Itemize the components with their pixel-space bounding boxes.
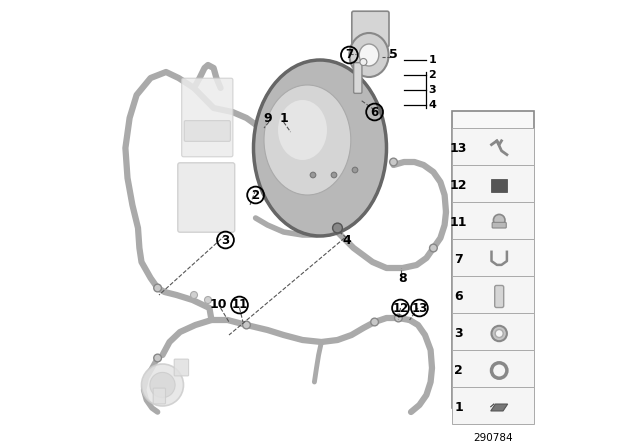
Text: 11: 11 bbox=[232, 298, 248, 311]
Circle shape bbox=[310, 172, 316, 178]
Text: 290784: 290784 bbox=[473, 433, 513, 443]
Text: 2: 2 bbox=[454, 364, 463, 377]
Text: 1: 1 bbox=[279, 112, 288, 125]
Polygon shape bbox=[491, 404, 508, 411]
FancyBboxPatch shape bbox=[452, 387, 534, 424]
Text: 8: 8 bbox=[398, 271, 407, 284]
Text: 6: 6 bbox=[454, 290, 463, 303]
Circle shape bbox=[154, 354, 161, 362]
Text: 2: 2 bbox=[429, 70, 436, 80]
Text: 12: 12 bbox=[392, 302, 408, 314]
FancyBboxPatch shape bbox=[452, 276, 534, 313]
Text: 3: 3 bbox=[429, 85, 436, 95]
Text: 2: 2 bbox=[252, 189, 260, 202]
Ellipse shape bbox=[278, 100, 327, 160]
Ellipse shape bbox=[253, 60, 387, 236]
Circle shape bbox=[493, 215, 505, 226]
Circle shape bbox=[429, 244, 437, 252]
Text: 4: 4 bbox=[342, 233, 351, 246]
Text: 7: 7 bbox=[454, 253, 463, 266]
Circle shape bbox=[243, 321, 250, 329]
Circle shape bbox=[352, 167, 358, 173]
FancyBboxPatch shape bbox=[452, 202, 534, 239]
FancyBboxPatch shape bbox=[491, 179, 508, 192]
Text: 1: 1 bbox=[454, 401, 463, 414]
Circle shape bbox=[492, 326, 507, 341]
FancyBboxPatch shape bbox=[492, 222, 506, 228]
Ellipse shape bbox=[264, 85, 351, 195]
Text: 5: 5 bbox=[389, 48, 398, 61]
FancyBboxPatch shape bbox=[354, 63, 362, 93]
FancyBboxPatch shape bbox=[178, 163, 235, 232]
Text: 4: 4 bbox=[429, 100, 436, 110]
Circle shape bbox=[154, 284, 161, 292]
FancyBboxPatch shape bbox=[452, 165, 534, 202]
FancyBboxPatch shape bbox=[452, 313, 534, 350]
Text: 6: 6 bbox=[371, 105, 379, 119]
Text: 13: 13 bbox=[412, 302, 428, 314]
Text: 13: 13 bbox=[450, 142, 467, 155]
FancyBboxPatch shape bbox=[452, 128, 534, 165]
Text: 7: 7 bbox=[346, 48, 353, 61]
Text: 10: 10 bbox=[210, 298, 227, 311]
Circle shape bbox=[360, 59, 367, 65]
Circle shape bbox=[150, 372, 175, 398]
FancyBboxPatch shape bbox=[452, 239, 534, 276]
Text: 12: 12 bbox=[450, 179, 467, 192]
Ellipse shape bbox=[349, 33, 388, 77]
Circle shape bbox=[371, 318, 378, 326]
Circle shape bbox=[390, 158, 397, 166]
Ellipse shape bbox=[359, 44, 379, 66]
Circle shape bbox=[333, 223, 342, 233]
Text: 3: 3 bbox=[221, 233, 230, 246]
FancyBboxPatch shape bbox=[153, 388, 166, 404]
Text: 9: 9 bbox=[263, 112, 272, 125]
Circle shape bbox=[191, 292, 198, 298]
Circle shape bbox=[495, 329, 503, 337]
Text: 3: 3 bbox=[454, 327, 463, 340]
Text: 1: 1 bbox=[429, 55, 436, 65]
FancyBboxPatch shape bbox=[184, 121, 230, 141]
Circle shape bbox=[141, 364, 184, 406]
FancyBboxPatch shape bbox=[352, 11, 389, 47]
Text: 11: 11 bbox=[450, 216, 467, 229]
FancyBboxPatch shape bbox=[182, 78, 233, 157]
FancyBboxPatch shape bbox=[452, 350, 534, 387]
FancyBboxPatch shape bbox=[452, 112, 534, 408]
FancyBboxPatch shape bbox=[174, 359, 189, 376]
FancyBboxPatch shape bbox=[495, 285, 504, 307]
Circle shape bbox=[205, 297, 211, 303]
Circle shape bbox=[332, 172, 337, 178]
Circle shape bbox=[394, 314, 403, 322]
